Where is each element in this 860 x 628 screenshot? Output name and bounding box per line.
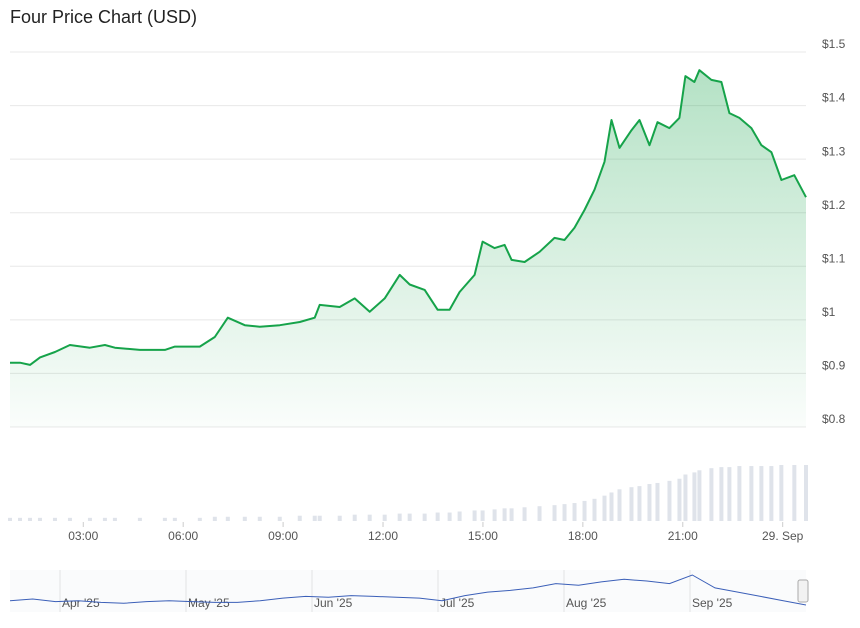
volume-bar [352,514,357,521]
x-tick-label: 18:00 [568,529,598,543]
volume-bar [197,517,202,521]
volume-bar [257,516,262,521]
volume-bar [779,465,784,521]
area-fill [10,70,806,427]
volume-bar [337,515,342,521]
y-tick-label: $1.1 [822,251,846,265]
y-tick-label: $1.5 [822,37,846,51]
volume-bar [422,513,427,521]
volume-bar [382,514,387,521]
navigator-line [9,574,807,606]
volume-bar [435,512,440,521]
volume-bar [592,498,597,521]
volume-bar [769,466,774,521]
volume-bar [683,474,688,521]
navigator-label: May '25 [188,596,230,610]
navigator-label: Sep '25 [692,596,733,610]
navigator-label: Jul '25 [440,596,475,610]
volume-bar [312,515,317,521]
volume-bar [637,486,642,521]
volume-bar [397,513,402,521]
navigator-bg [10,570,806,612]
volume-bar [647,484,652,521]
volume-bar [697,470,702,521]
y-tick-label: $1.4 [822,91,846,105]
navigator-label: Apr '25 [62,596,100,610]
volume-bar [8,517,12,521]
x-tick-label: 12:00 [368,529,398,543]
volume-bar [447,512,452,521]
x-tick-label: 09:00 [268,529,298,543]
volume-bar [137,517,142,521]
volume-bar [509,508,514,521]
volume-bar [172,517,177,521]
volume-bar [749,466,754,521]
volume-bar [629,487,634,521]
volume-bar [617,489,622,521]
volume-bar [727,467,732,521]
volume-bar [112,517,117,521]
volume-bar [212,516,217,521]
volume-bar [792,465,797,521]
volume-bar [407,513,412,521]
volume-bar [37,517,42,521]
volume-bar [719,467,724,521]
volume-bar [759,466,764,521]
volume-bar [602,495,607,521]
y-tick-label: $0.9 [822,359,846,373]
volume-bar [297,515,302,521]
x-tick-label: 06:00 [168,529,198,543]
volume-bar [87,517,92,521]
volume-bar [609,492,614,521]
x-tick-label: 03:00 [68,529,98,543]
x-tick-label: 21:00 [668,529,698,543]
y-tick-label: $0.8 [822,412,846,426]
volume-bar [677,478,682,521]
volume-bar [367,514,372,521]
volume-bar [709,468,714,521]
navigator-label: Aug '25 [566,596,607,610]
volume-bar [162,517,167,521]
volume-bar [472,510,477,521]
volume-bar [67,517,72,521]
volume-bar [317,515,322,521]
volume-bar [562,504,567,521]
volume-bar [225,516,230,521]
y-tick-label: $1 [822,305,836,319]
y-tick-label: $1.3 [822,144,846,158]
volume-bar [502,508,507,521]
volume-bar [804,465,808,521]
price-line [10,69,807,366]
volume-bar [552,505,557,521]
y-tick-label: $1.2 [822,198,846,212]
volume-bar [102,517,107,521]
volume-bar [522,507,527,521]
volume-bar [667,480,672,521]
volume-bar [737,466,742,521]
volume-bar [537,506,542,521]
navigator-handle[interactable] [797,579,809,603]
volume-bar [692,472,697,521]
volume-bar [582,500,587,521]
volume-bar [480,510,485,521]
volume-bar [655,482,660,521]
volume-bar [492,509,497,521]
volume-bar [277,516,282,521]
volume-bar [572,503,577,521]
x-tick-label: 29. Sep [762,529,804,543]
volume-bar [27,517,32,521]
chart-title: Four Price Chart (USD) [10,7,197,27]
volume-bar [457,511,462,521]
navigator-label: Jun '25 [314,596,353,610]
x-tick-label: 15:00 [468,529,498,543]
volume-bar [242,516,247,521]
volume-bar [17,517,22,521]
volume-bar [52,517,57,521]
